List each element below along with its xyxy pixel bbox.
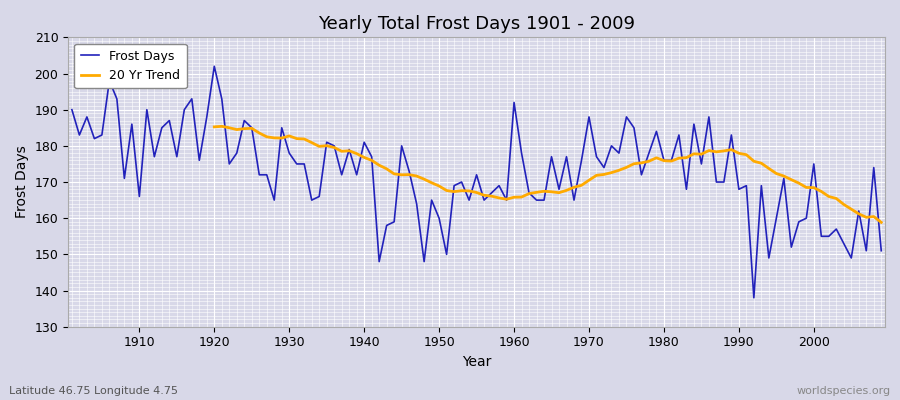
Frost Days xyxy=(344,147,355,152)
20 Yr Trend xyxy=(306,140,317,145)
20 Yr Trend xyxy=(681,155,692,160)
20 Yr Trend xyxy=(853,212,864,216)
20 Yr Trend xyxy=(418,177,429,182)
Line: 20 Yr Trend: 20 Yr Trend xyxy=(214,126,881,222)
Y-axis label: Frost Days: Frost Days xyxy=(15,146,29,218)
Frost Days xyxy=(508,100,519,105)
Frost Days xyxy=(876,248,886,253)
Frost Days xyxy=(299,162,310,166)
20 Yr Trend xyxy=(216,124,227,129)
Frost Days xyxy=(749,295,760,300)
Frost Days xyxy=(606,144,616,148)
Frost Days xyxy=(209,64,220,69)
20 Yr Trend xyxy=(209,124,220,129)
X-axis label: Year: Year xyxy=(462,355,491,369)
20 Yr Trend xyxy=(876,220,886,225)
Text: Latitude 46.75 Longitude 4.75: Latitude 46.75 Longitude 4.75 xyxy=(9,386,178,396)
Text: worldspecies.org: worldspecies.org xyxy=(796,386,891,396)
Frost Days xyxy=(127,122,138,126)
Frost Days xyxy=(516,151,526,156)
Title: Yearly Total Frost Days 1901 - 2009: Yearly Total Frost Days 1901 - 2009 xyxy=(318,15,635,33)
Line: Frost Days: Frost Days xyxy=(72,66,881,298)
20 Yr Trend xyxy=(771,171,782,176)
Legend: Frost Days, 20 Yr Trend: Frost Days, 20 Yr Trend xyxy=(75,44,186,88)
Frost Days xyxy=(67,107,77,112)
20 Yr Trend xyxy=(786,177,796,182)
